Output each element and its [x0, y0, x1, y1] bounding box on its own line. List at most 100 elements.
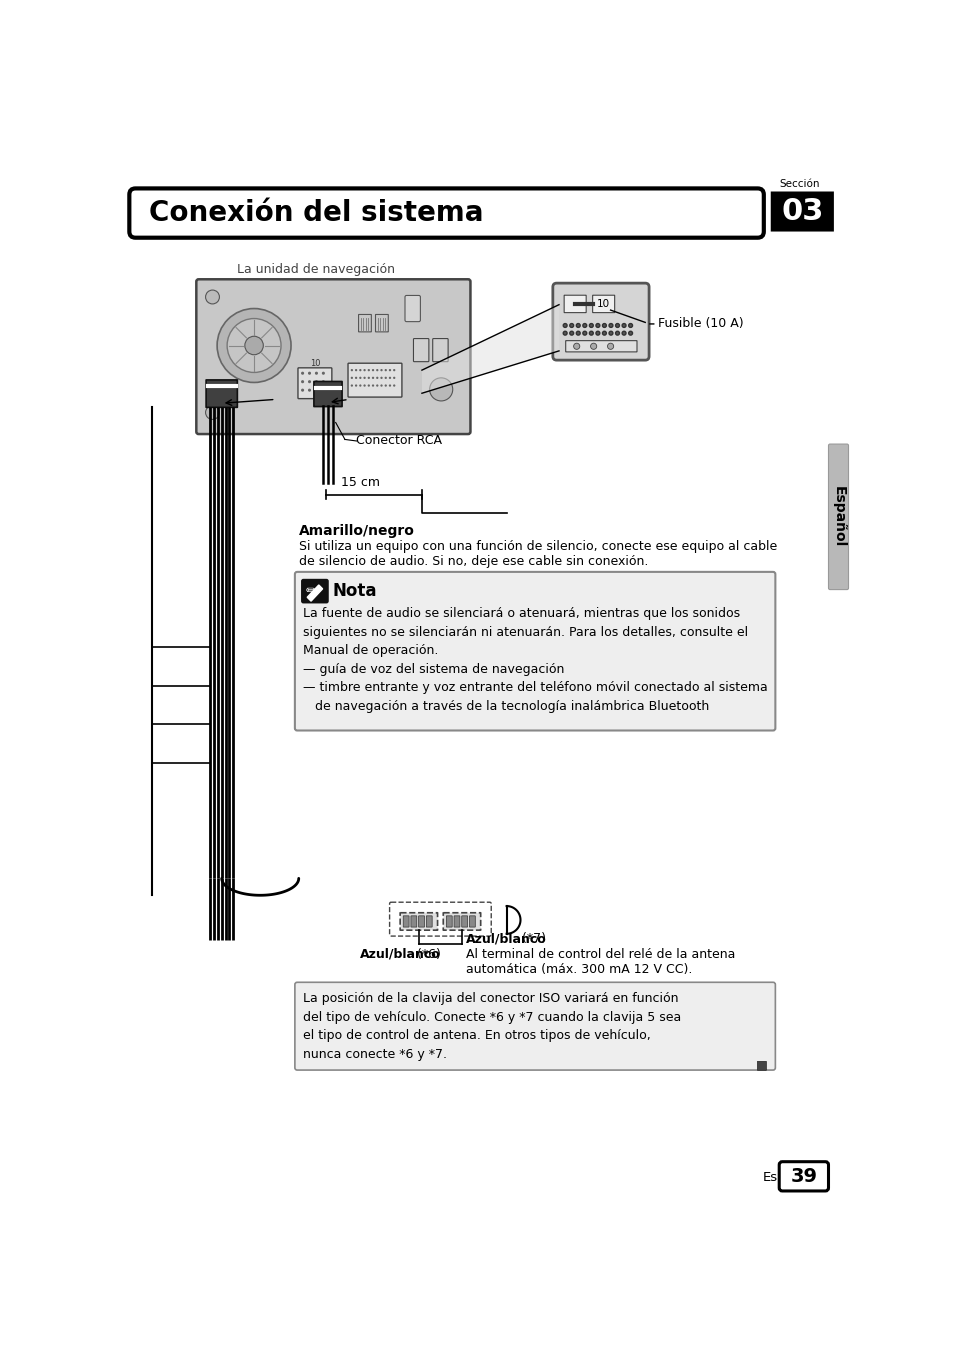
- Circle shape: [314, 380, 317, 383]
- Circle shape: [607, 343, 613, 349]
- Circle shape: [367, 369, 370, 372]
- FancyBboxPatch shape: [426, 915, 432, 927]
- Text: (*6): (*6): [413, 948, 440, 961]
- Circle shape: [363, 369, 365, 372]
- Circle shape: [429, 377, 453, 402]
- Circle shape: [375, 369, 378, 372]
- Circle shape: [367, 377, 370, 379]
- Circle shape: [321, 380, 325, 383]
- FancyBboxPatch shape: [294, 572, 775, 730]
- Text: 10: 10: [597, 299, 610, 308]
- FancyBboxPatch shape: [297, 368, 332, 399]
- Circle shape: [367, 384, 370, 387]
- FancyBboxPatch shape: [301, 579, 329, 603]
- Circle shape: [602, 331, 606, 335]
- FancyBboxPatch shape: [565, 341, 637, 352]
- Circle shape: [576, 323, 579, 327]
- Circle shape: [375, 384, 378, 387]
- Circle shape: [308, 380, 311, 383]
- Text: Es: Es: [761, 1171, 777, 1183]
- Circle shape: [351, 384, 353, 387]
- Text: 03: 03: [781, 197, 822, 226]
- Circle shape: [380, 377, 382, 379]
- Circle shape: [393, 384, 395, 387]
- Circle shape: [608, 323, 612, 327]
- Text: Español: Español: [831, 485, 844, 548]
- FancyBboxPatch shape: [375, 315, 388, 331]
- Circle shape: [355, 377, 356, 379]
- Circle shape: [301, 380, 304, 383]
- Circle shape: [217, 308, 291, 383]
- Circle shape: [589, 331, 593, 335]
- Circle shape: [628, 323, 632, 327]
- Circle shape: [582, 323, 586, 327]
- FancyBboxPatch shape: [130, 188, 763, 238]
- Circle shape: [590, 343, 596, 349]
- Circle shape: [372, 369, 374, 372]
- FancyBboxPatch shape: [206, 380, 237, 407]
- Circle shape: [308, 388, 311, 392]
- Circle shape: [314, 388, 317, 392]
- Circle shape: [355, 369, 356, 372]
- Circle shape: [562, 331, 566, 335]
- FancyBboxPatch shape: [433, 338, 448, 362]
- Text: La unidad de navegación: La unidad de navegación: [237, 264, 395, 276]
- Polygon shape: [307, 585, 322, 602]
- Circle shape: [389, 377, 391, 379]
- Circle shape: [351, 369, 353, 372]
- Circle shape: [576, 331, 579, 335]
- Circle shape: [602, 323, 606, 327]
- Circle shape: [358, 377, 361, 379]
- Text: Al terminal de control del relé de la antena
automática (máx. 300 mA 12 V CC).: Al terminal de control del relé de la an…: [465, 948, 735, 976]
- Text: (*7): (*7): [517, 933, 546, 945]
- FancyBboxPatch shape: [403, 915, 409, 927]
- Circle shape: [384, 377, 387, 379]
- Text: La posición de la clavija del conector ISO variará en función
del tipo de vehícu: La posición de la clavija del conector I…: [303, 992, 680, 1061]
- FancyBboxPatch shape: [196, 280, 470, 434]
- Circle shape: [301, 372, 304, 375]
- Circle shape: [372, 377, 374, 379]
- Circle shape: [227, 319, 281, 372]
- FancyBboxPatch shape: [399, 913, 437, 930]
- Polygon shape: [421, 304, 558, 393]
- Circle shape: [205, 406, 219, 419]
- FancyBboxPatch shape: [454, 915, 459, 927]
- Circle shape: [375, 377, 378, 379]
- FancyBboxPatch shape: [552, 283, 648, 360]
- Text: 15 cm: 15 cm: [340, 476, 379, 488]
- Circle shape: [351, 377, 353, 379]
- Text: Si utiliza un equipo con una función de silencio, conecte ese equipo al cable
de: Si utiliza un equipo con una función de …: [298, 539, 776, 568]
- Circle shape: [615, 323, 618, 327]
- Circle shape: [389, 369, 391, 372]
- Circle shape: [582, 331, 586, 335]
- Circle shape: [363, 384, 365, 387]
- Circle shape: [380, 384, 382, 387]
- Circle shape: [589, 323, 593, 327]
- FancyBboxPatch shape: [358, 315, 371, 331]
- Circle shape: [355, 384, 356, 387]
- FancyBboxPatch shape: [779, 1161, 827, 1191]
- Text: Conexión del sistema: Conexión del sistema: [149, 199, 482, 227]
- Circle shape: [358, 384, 361, 387]
- FancyBboxPatch shape: [443, 913, 480, 930]
- Circle shape: [358, 369, 361, 372]
- Circle shape: [308, 372, 311, 375]
- Circle shape: [596, 331, 599, 335]
- FancyBboxPatch shape: [563, 295, 585, 312]
- Text: ✏: ✏: [305, 584, 316, 598]
- FancyBboxPatch shape: [411, 915, 416, 927]
- FancyBboxPatch shape: [413, 338, 429, 362]
- Circle shape: [372, 384, 374, 387]
- Circle shape: [628, 331, 632, 335]
- Circle shape: [321, 388, 325, 392]
- Text: Amarillo/negro: Amarillo/negro: [298, 525, 415, 538]
- Circle shape: [569, 331, 573, 335]
- Text: Azul/blanco: Azul/blanco: [360, 948, 440, 961]
- Circle shape: [608, 331, 612, 335]
- Circle shape: [363, 377, 365, 379]
- Circle shape: [384, 369, 387, 372]
- Circle shape: [384, 384, 387, 387]
- FancyBboxPatch shape: [770, 192, 833, 231]
- Circle shape: [245, 337, 263, 354]
- Circle shape: [621, 323, 625, 327]
